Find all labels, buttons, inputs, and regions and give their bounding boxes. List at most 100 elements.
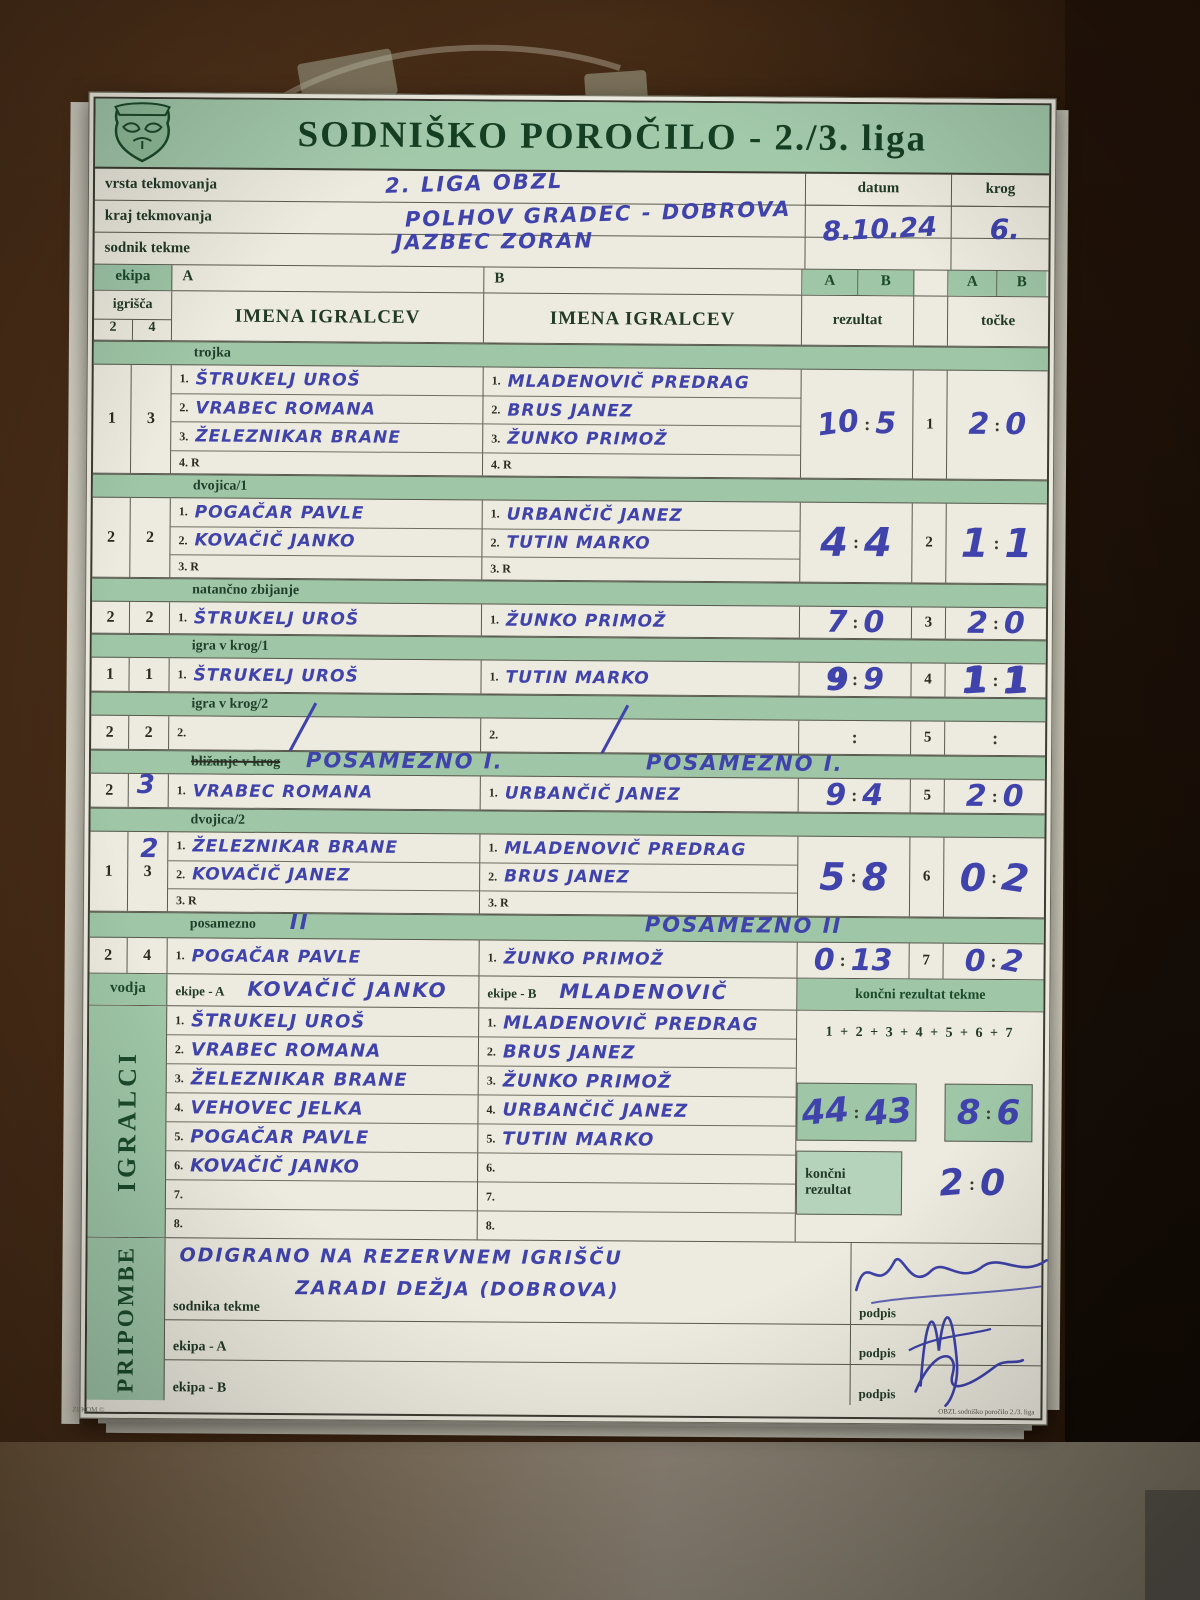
section-label-crossed-out: bližanje v krog xyxy=(190,754,281,770)
names-a: 1. ŠTRUKELJ UROŠ xyxy=(169,602,483,636)
imena-igralcev-b-header: IMENA IGRALCEV xyxy=(483,293,803,345)
igralci-text: IGRALCI xyxy=(111,1050,142,1193)
score-a: 10 xyxy=(815,403,862,444)
sodnik-value-area: JAZBEC ZORAN xyxy=(294,228,804,269)
referee-signature-cell: podpis xyxy=(851,1243,1048,1325)
roster-row: 7. xyxy=(165,1180,478,1212)
roster-row: 6. xyxy=(478,1153,796,1185)
roster-row: 4. VEHOVEC JELKA xyxy=(166,1093,478,1125)
row-number: 2. xyxy=(174,1041,185,1056)
player-row: 1. POGAČAR PAVLE xyxy=(167,938,478,975)
form-sheet: SODNIŠKO POROČILO - 2./3. liga vrsta tek… xyxy=(72,96,1052,1421)
names-a: 1. ŠTRUKELJ UROŠ 2. VRABEC ROMANA 3. ŽELEZN… xyxy=(170,365,484,476)
roster-a: 1. ŠTRUKELJ UROŠ 2. VRABEC ROMANA 3. ŽELEZN… xyxy=(165,1006,480,1240)
koncni-text: končni xyxy=(805,1166,846,1182)
player-name: ŠTRUKELJ UROŠ xyxy=(193,607,360,630)
row-number: 2. xyxy=(489,727,499,742)
footer-print-mark: ZEKOM © xyxy=(72,1405,105,1414)
points-total-a: 8 xyxy=(956,1092,981,1133)
row-number: 3. xyxy=(174,1070,184,1085)
handwritten-discipline-b: POSAMEZNO I. xyxy=(645,750,844,776)
names-a: 1. VRABEC ROMANA xyxy=(168,774,481,810)
roster-row: 3. ŽUNKO PRIMOŽ xyxy=(478,1066,796,1098)
court-a: 2 xyxy=(91,601,131,633)
player-row: 2. KOVAČIČ JANEZ xyxy=(168,860,480,892)
colon: : xyxy=(992,612,1000,634)
colon: : xyxy=(851,668,859,690)
player-name: URBANČIČ JANEZ xyxy=(504,783,681,805)
roster-player: POGAČAR PAVLE xyxy=(190,1125,370,1149)
player-name: TUTIN MARKO xyxy=(506,532,651,554)
points-a: 0 xyxy=(959,855,987,900)
points-a: 0 xyxy=(964,943,986,979)
section-posamezno-2: posamezno II POSAMEZNO II 2 4 1. POGAČAR … xyxy=(89,910,1044,981)
krog-handwritten-value: 6. xyxy=(989,212,1020,247)
player-name: VRABEC ROMANA xyxy=(195,397,376,420)
section-label: posamezno xyxy=(189,916,257,932)
score-cell: 4:4 xyxy=(800,502,913,583)
colon: : xyxy=(991,866,998,887)
colon: : xyxy=(852,611,859,633)
player-row: 2. BRUS JANEZ xyxy=(480,862,798,894)
colon: : xyxy=(991,785,998,807)
player-name: MLADENOVIČ PREDRAG xyxy=(504,838,747,860)
match-info-block: vrsta tekmovanja 2. LIGA OBZL datum krog… xyxy=(94,168,1050,272)
colon: : xyxy=(851,726,858,748)
names-b: 1. ŽUNKO PRIMOŽ xyxy=(481,604,801,638)
player-name: KOVAČIČ JANKO xyxy=(194,530,356,552)
points-cell: 0:2 xyxy=(944,838,1045,918)
player-row: 1. ŽELEZNIKAR BRANE xyxy=(168,832,480,863)
names-b: 1. MLADENOVIČ PREDRAG 2. BRUS JANEZ 3. ŽUNK… xyxy=(482,367,802,478)
reserve-row: 4. R xyxy=(171,451,482,475)
podpis-label: podpis xyxy=(858,1386,896,1402)
section-label: trojka xyxy=(193,345,231,361)
final-result-row: končni rezultat 2:0 xyxy=(795,1150,1042,1217)
player-row: 1. ŠTRUKELJ UROŠ xyxy=(171,365,483,397)
roster-player: ŽUNKO PRIMOŽ xyxy=(502,1070,672,1093)
ekipa-a-label: ekipa - A xyxy=(172,1339,227,1355)
colon: : xyxy=(839,949,846,970)
row-number: 1. xyxy=(176,783,186,798)
total-a: 44 xyxy=(799,1089,851,1135)
rezultat-a-header: A xyxy=(802,269,859,296)
player-row: 3. ŽELEZNIKAR BRANE xyxy=(171,422,483,454)
reserve-label: 3. R xyxy=(487,894,509,910)
court-b: 4 xyxy=(127,937,168,974)
score-cell: 7:0 xyxy=(799,604,913,640)
row-number: 1. xyxy=(487,1014,497,1030)
player-name: ŠTRUKELJ UROŠ xyxy=(195,369,361,391)
section-label: igra v krog/2 xyxy=(191,696,269,712)
sequence-number: 7 xyxy=(909,943,944,979)
row-number: 4. xyxy=(486,1101,496,1117)
dark-wood-edge xyxy=(1065,0,1200,1600)
points-b: 1 xyxy=(1004,520,1033,567)
row-number: 1. xyxy=(487,950,497,965)
roster-row: 8. xyxy=(478,1211,795,1241)
roster-player: TUTIN MARKO xyxy=(502,1128,655,1151)
tocke-header: točke xyxy=(980,312,1016,330)
ekipe-a-label: ekipe - A xyxy=(175,983,225,999)
player-name: ŽELEZNIKAR BRANE xyxy=(195,426,401,448)
vodja-label: vodja xyxy=(89,973,168,1006)
row-number: 3. xyxy=(179,428,189,444)
roster-player: KOVAČIČ JANKO xyxy=(190,1154,360,1178)
player-name: ŽUNKO PRIMOŽ xyxy=(507,428,668,450)
sequence-column-spacer xyxy=(914,270,949,296)
roster-row: 2. VRABEC ROMANA xyxy=(166,1035,479,1067)
points-a: 2 xyxy=(966,605,989,641)
handwritten-discipline-b: POSAMEZNO II xyxy=(644,912,843,938)
remarks-rows: ODIGRANO NA REZERVNEM IGRIŠČU ZARADI DEŽ… xyxy=(164,1238,1048,1407)
team-a-signature xyxy=(908,1316,992,1407)
court-a: 1 xyxy=(91,657,130,691)
score-formula: 1 + 2 + 3 + 4 + 5 + 6 + 7 xyxy=(825,1024,1015,1042)
roster-player: ŠTRUKELJ UROŠ xyxy=(191,1009,366,1033)
colon: : xyxy=(968,1173,976,1194)
roster-row: 1. MLADENOVIČ PREDRAG xyxy=(479,1008,797,1040)
score-cell: 10:5 xyxy=(800,369,914,479)
row-number: 6. xyxy=(486,1159,496,1175)
reserve-label: 4. R xyxy=(179,454,200,469)
section-dvojica-1: dvojica/1 2 2 1. POGAČAR PAVLE 2. KOVAČIČ … xyxy=(92,473,1047,585)
points-cell: 2:0 xyxy=(945,778,1045,813)
section-label: natančno zbijanje xyxy=(192,582,300,599)
reserve-row: 4. R xyxy=(483,453,800,477)
